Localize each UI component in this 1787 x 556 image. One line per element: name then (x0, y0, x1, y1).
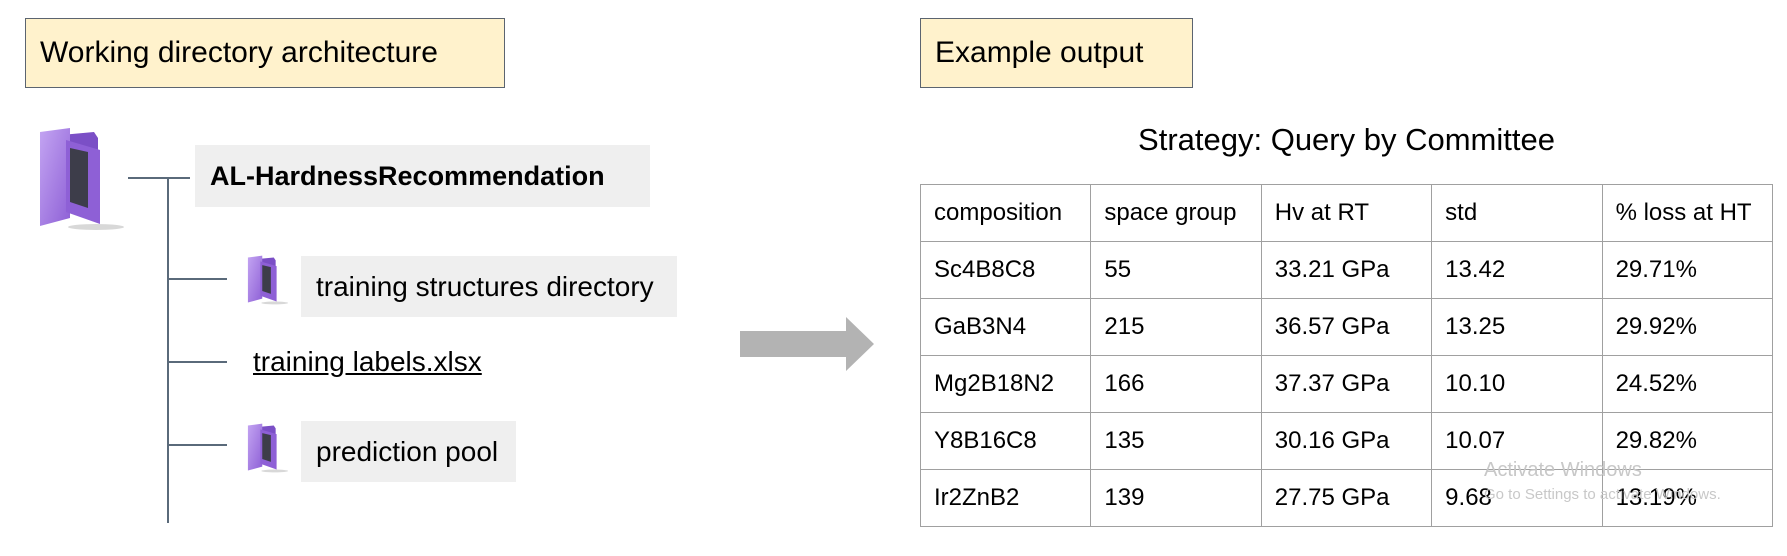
table-row: GaB3N4 215 36.57 GPa 13.25 29.92% (919, 298, 1774, 356)
table-header-cell: % loss at HT (1601, 184, 1774, 242)
table-cell: 13.42 (1431, 241, 1603, 299)
table-header-cell: Hv at RT (1260, 184, 1433, 242)
strategy-caption: Strategy: Query by Committee (1138, 122, 1555, 157)
table-row: Mg2B18N2 166 37.37 GPa 10.10 24.52% (919, 355, 1774, 413)
root-folder-label[interactable]: AL-HardnessRecommendation (195, 145, 650, 207)
table-cell: 13.19% (1601, 469, 1774, 527)
folder-icon (247, 255, 289, 305)
left-panel-title-text: Working directory architecture (40, 36, 438, 69)
table-cell: GaB3N4 (919, 298, 1092, 356)
right-arrow-icon (740, 317, 874, 371)
table-cell: 10.07 (1431, 412, 1603, 470)
left-panel-title: Working directory architecture (25, 18, 505, 88)
table-cell: 30.16 GPa (1260, 412, 1433, 470)
tree-branch-3 (167, 444, 227, 446)
tree-branch-1 (167, 278, 227, 280)
table-row: Sc4B8C8 55 33.21 GPa 13.42 29.71% (919, 241, 1774, 299)
table-cell: 166 (1090, 355, 1262, 413)
right-panel-title: Example output (920, 18, 1193, 88)
table-cell: 55 (1090, 241, 1262, 299)
table-cell: Mg2B18N2 (919, 355, 1092, 413)
prediction-pool-folder[interactable]: prediction pool (301, 421, 516, 482)
folder-icon (247, 423, 289, 473)
folder-icon (40, 128, 124, 230)
right-panel-title-text: Example output (935, 36, 1144, 69)
table-header-cell: composition (919, 184, 1092, 242)
table-cell: Ir2ZnB2 (919, 469, 1092, 527)
tree-branch-2 (167, 361, 227, 363)
table-row: Ir2ZnB2 139 27.75 GPa 9.68 13.19% (919, 469, 1774, 527)
table-cell: 36.57 GPa (1260, 298, 1433, 356)
training-structures-folder[interactable]: training structures directory (301, 256, 677, 317)
tree-connector-root (128, 177, 190, 179)
table-header-cell: std (1431, 184, 1603, 242)
table-cell: 10.10 (1431, 355, 1603, 413)
table-cell: 29.92% (1601, 298, 1774, 356)
table-cell: 29.71% (1601, 241, 1774, 299)
table-cell: Y8B16C8 (919, 412, 1092, 470)
table-cell: 29.82% (1601, 412, 1774, 470)
tree-trunk (167, 177, 169, 523)
table-cell: 215 (1090, 298, 1262, 356)
table-cell: 9.68 (1431, 469, 1603, 527)
table-cell: 27.75 GPa (1260, 469, 1433, 527)
table-cell: 13.25 (1431, 298, 1603, 356)
activation-watermark-title: Activate Windows (1484, 459, 1642, 481)
table-cell: 33.21 GPa (1260, 241, 1433, 299)
activation-watermark-subtitle: Go to Settings to activate Windows. (1484, 486, 1721, 503)
training-labels-file-link[interactable]: training labels.xlsx (253, 346, 482, 377)
table-cell: 135 (1090, 412, 1262, 470)
results-table: composition space group Hv at RT std % l… (919, 184, 1774, 527)
table-row: Y8B16C8 135 30.16 GPa 10.07 29.82% (919, 412, 1774, 470)
table-cell: Sc4B8C8 (919, 241, 1092, 299)
table-header-row: composition space group Hv at RT std % l… (919, 184, 1774, 242)
table-header-cell: space group (1090, 184, 1262, 242)
table-cell: 139 (1090, 469, 1262, 527)
table-cell: 24.52% (1601, 355, 1774, 413)
table-cell: 37.37 GPa (1260, 355, 1433, 413)
